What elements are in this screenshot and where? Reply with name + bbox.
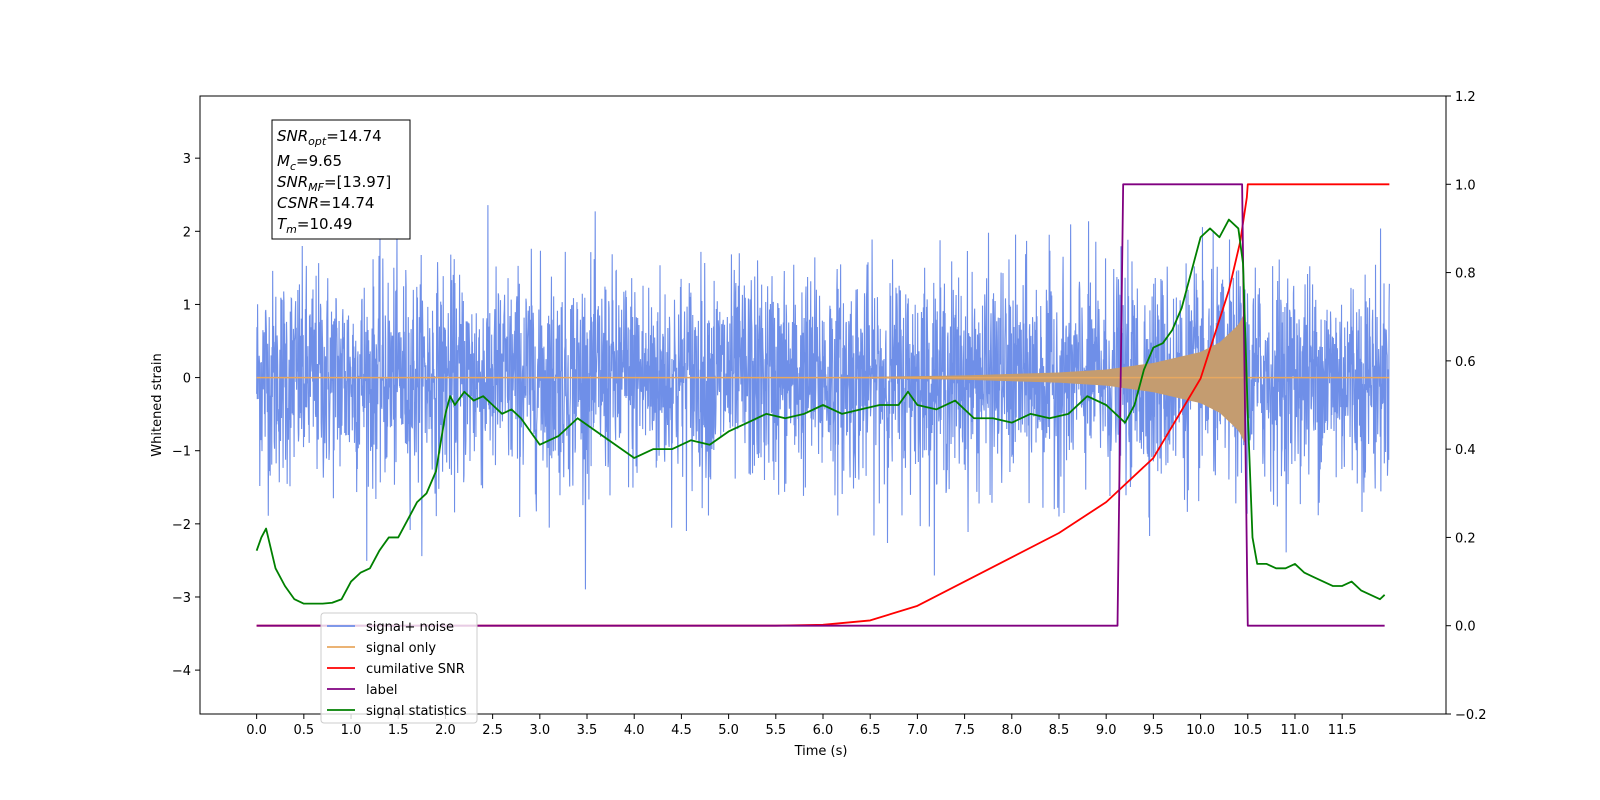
x-tick-label: 6.0 bbox=[813, 723, 834, 738]
x-tick-label: 2.0 bbox=[435, 723, 456, 738]
x-tick-label: 7.0 bbox=[907, 723, 928, 738]
info-snr-mf: SNRMF=[13.97] bbox=[277, 173, 391, 194]
y-right-tick-label: 0.2 bbox=[1455, 531, 1476, 546]
info-box-frame bbox=[271, 119, 411, 240]
series-signal-statistics bbox=[255, 218, 1386, 605]
series-cumulative-snr bbox=[256, 183, 1390, 627]
x-tick-label: 9.5 bbox=[1143, 723, 1164, 738]
x-tick-label: 8.0 bbox=[1001, 723, 1022, 738]
y-right-tick-label: −0.2 bbox=[1455, 708, 1487, 723]
x-tick-label: 10.0 bbox=[1186, 723, 1215, 738]
x-tick-label: 0.0 bbox=[246, 723, 267, 738]
legend-signal-only: signal only bbox=[366, 641, 436, 656]
x-tick-label: 6.5 bbox=[860, 723, 881, 738]
info-mc: Mc=9.65 bbox=[277, 152, 342, 173]
y-left-tick-label: 1 bbox=[183, 298, 191, 313]
plot-area bbox=[255, 183, 1390, 627]
x-tick-label: 9.0 bbox=[1096, 723, 1117, 738]
info-snr-opt: SNRopt=14.74 bbox=[277, 127, 382, 148]
x-tick-label: 5.5 bbox=[765, 723, 786, 738]
x-tick-label: 10.5 bbox=[1233, 723, 1262, 738]
x-axis: 0.0 0.5 1.0 1.5 2.0 2.5 3.0 3.5 4.0 4.5 5.0 5.5 6.0 6… bbox=[246, 714, 1357, 738]
x-tick-label: 2.5 bbox=[482, 723, 503, 738]
x-tick-label: 4.5 bbox=[671, 723, 692, 738]
legend: signal+ noise signal only cumilative SNR la… bbox=[320, 612, 478, 724]
x-tick-label: 1.0 bbox=[341, 723, 362, 738]
y-axis-right: −0.2 0.0 0.2 0.4 0.6 0.8 1.0 1.2 bbox=[1446, 90, 1487, 723]
y-right-tick-label: 1.0 bbox=[1455, 178, 1476, 193]
y-right-tick-label: 0.0 bbox=[1455, 620, 1476, 635]
legend-label: label bbox=[366, 683, 397, 698]
legend-signal-noise: signal+ noise bbox=[366, 620, 454, 635]
x-tick-label: 0.5 bbox=[293, 723, 314, 738]
y-left-tick-label: 2 bbox=[183, 225, 191, 240]
x-tick-label: 4.0 bbox=[624, 723, 645, 738]
legend-frame bbox=[320, 612, 478, 724]
x-tick-label: 11.5 bbox=[1328, 723, 1357, 738]
x-tick-label: 3.5 bbox=[577, 723, 598, 738]
x-tick-label: 11.0 bbox=[1280, 723, 1309, 738]
y-left-tick-label: −2 bbox=[172, 518, 191, 533]
y-right-tick-label: 0.8 bbox=[1455, 267, 1476, 282]
info-tm: Tm=10.49 bbox=[277, 215, 352, 236]
x-tick-label: 3.0 bbox=[529, 723, 550, 738]
series-label bbox=[256, 183, 1385, 627]
info-csnr: CSNR=14.74 bbox=[277, 194, 374, 212]
legend-cumulative-snr: cumilative SNR bbox=[366, 662, 465, 677]
y-left-tick-label: −4 bbox=[172, 664, 191, 679]
info-box: SNRopt=14.74 Mc=9.65 SNRMF=[13.97] CSNR=… bbox=[271, 119, 411, 240]
y-left-tick-label: 3 bbox=[183, 152, 191, 167]
y-left-tick-label: 0 bbox=[183, 372, 191, 387]
legend-signal-statistics: signal statistics bbox=[366, 704, 467, 719]
y-left-tick-label: −3 bbox=[172, 591, 191, 606]
y-axis-label: Whitened strain bbox=[150, 353, 165, 456]
x-axis-label: Time (s) bbox=[794, 744, 848, 759]
y-right-tick-label: 1.2 bbox=[1455, 90, 1476, 105]
y-right-tick-label: 0.6 bbox=[1455, 355, 1476, 370]
y-left-tick-label: −1 bbox=[172, 445, 191, 460]
x-tick-label: 7.5 bbox=[954, 723, 975, 738]
y-right-tick-label: 0.4 bbox=[1455, 443, 1476, 458]
x-tick-label: 5.0 bbox=[718, 723, 739, 738]
x-tick-label: 8.5 bbox=[1049, 723, 1070, 738]
y-axis-left: −4 −3 −2 −1 0 1 2 3 bbox=[172, 152, 200, 679]
x-tick-label: 1.5 bbox=[388, 723, 409, 738]
